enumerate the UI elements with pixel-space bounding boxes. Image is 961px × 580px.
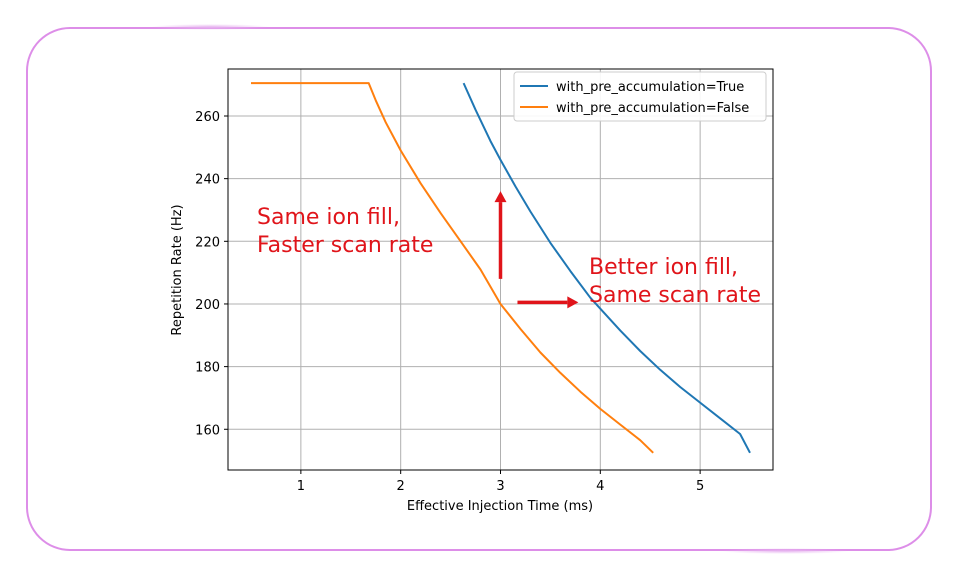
annotation-better-ion-fill: Better ion fill, Same scan rate xyxy=(589,255,761,308)
annotation-1-line-2: Faster scan rate xyxy=(257,233,433,258)
y-tick-label: 200 xyxy=(195,298,220,313)
y-tick-label: 180 xyxy=(195,361,220,376)
frame-glow-bottom xyxy=(720,548,850,554)
x-tick-label: 4 xyxy=(596,479,604,494)
frame-glow-top xyxy=(150,24,270,30)
x-tick-label: 3 xyxy=(496,479,504,494)
x-tick-label: 2 xyxy=(397,479,405,494)
axis-ticks: 1 2 3 4 5 160 180 200 220 240 260 xyxy=(195,110,704,494)
x-tick-label: 5 xyxy=(696,479,704,494)
arrow-up-head xyxy=(494,191,507,203)
legend-label-true: with_pre_accumulation=True xyxy=(556,80,744,95)
x-tick-label: 1 xyxy=(297,479,305,494)
annotation-2-line-1: Better ion fill, xyxy=(589,255,738,280)
y-tick-label: 240 xyxy=(195,173,220,188)
annotation-1-line-1: Same ion fill, xyxy=(257,205,400,230)
rounded-frame xyxy=(26,27,932,551)
y-tick-label: 160 xyxy=(195,423,220,438)
legend-box xyxy=(513,71,767,122)
y-axis-label: Repetition Rate (Hz) xyxy=(170,204,185,335)
arrows xyxy=(494,191,579,309)
annotation-same-ion-fill: Same ion fill, Faster scan rate xyxy=(257,205,433,258)
y-tick-label: 260 xyxy=(195,110,220,125)
legend: with_pre_accumulation=True with_pre_accu… xyxy=(513,71,767,122)
series-line-pre-accumulation-false xyxy=(251,82,654,454)
x-axis-label: Effective Injection Time (ms) xyxy=(407,499,593,514)
y-tick-label: 220 xyxy=(195,235,220,250)
annotation-2-line-2: Same scan rate xyxy=(589,283,761,308)
legend-label-false: with_pre_accumulation=False xyxy=(556,101,749,116)
series-line-pre-accumulation-true xyxy=(462,82,751,454)
series-lines xyxy=(251,82,751,454)
arrow-right-head xyxy=(567,296,579,309)
